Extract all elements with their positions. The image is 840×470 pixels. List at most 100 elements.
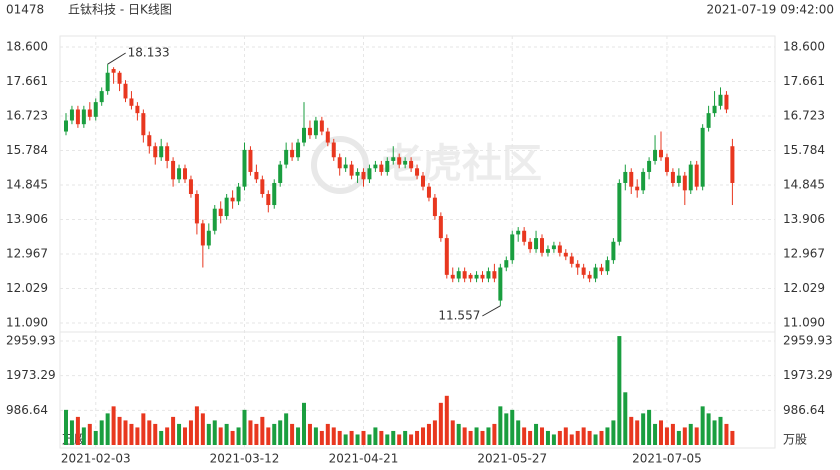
candle-body — [605, 260, 610, 272]
x-tick-label: 2021-05-27 — [477, 452, 547, 466]
candle-body — [194, 194, 199, 224]
candle-body — [462, 271, 467, 279]
candle-body — [528, 241, 533, 250]
volume-bar — [545, 430, 550, 445]
candle-body — [200, 223, 205, 246]
candle-body — [450, 274, 455, 279]
volume-bar — [563, 427, 568, 445]
volume-bar — [724, 423, 729, 445]
x-tick-label: 2021-04-21 — [329, 452, 399, 466]
candle-body — [694, 164, 699, 187]
volume-bar — [343, 434, 348, 445]
candle-body — [623, 171, 628, 183]
volume-bar — [129, 423, 134, 445]
volume-bar — [534, 423, 539, 445]
y-tick-label: 13.906 — [6, 212, 48, 226]
volume-bar — [581, 427, 586, 445]
volume-bar — [522, 427, 527, 445]
volume-bar — [379, 430, 384, 445]
volume-bar — [421, 427, 425, 445]
candle-body — [385, 160, 390, 172]
max-annotation: 18.133 — [128, 46, 170, 60]
candle-body — [700, 127, 705, 187]
volume-bar — [718, 416, 723, 445]
candle-body — [165, 146, 170, 161]
volume-bar — [230, 430, 235, 445]
candle-body — [587, 274, 592, 279]
candle-body — [75, 109, 80, 125]
candle-body — [534, 238, 539, 250]
volume-bar — [236, 427, 241, 445]
volume-bar — [575, 430, 580, 445]
candle-body — [492, 271, 497, 279]
candle-body — [629, 171, 634, 187]
candle-body — [278, 164, 283, 183]
y-tick-label: 2959.93 — [783, 334, 833, 348]
volume-bar — [456, 423, 461, 445]
volume-bar — [647, 409, 652, 445]
candle-body — [480, 274, 485, 279]
candle-body — [153, 146, 158, 158]
volume-bar — [177, 423, 182, 445]
candle-body — [438, 216, 443, 239]
candle-body — [391, 157, 396, 161]
candle-body — [355, 171, 360, 176]
volume-unit: 万股 — [62, 433, 86, 447]
volume-bar — [641, 413, 646, 445]
candle-body — [272, 182, 277, 206]
volume-bar — [373, 427, 378, 445]
volume-bar — [183, 427, 187, 445]
candle-body — [635, 186, 640, 191]
volume-bar — [385, 434, 390, 445]
candle-body — [284, 149, 289, 165]
volume-bar — [302, 402, 306, 445]
volume-bar — [516, 420, 521, 445]
volume-bar — [296, 427, 301, 445]
candle-body — [147, 135, 152, 147]
volume-bar — [551, 434, 556, 445]
volume-bar — [540, 427, 544, 445]
candle-body — [456, 271, 461, 279]
volume-bar — [403, 430, 408, 445]
candle-body — [260, 179, 265, 195]
volume-bar — [659, 420, 663, 445]
candle-body — [337, 157, 342, 169]
volume-bar — [611, 420, 616, 445]
volume-bar — [688, 423, 693, 445]
y-tick-label: 986.64 — [783, 403, 825, 417]
watermark-logo — [311, 136, 369, 194]
candle-body — [159, 146, 164, 158]
candle-body — [670, 171, 675, 183]
volume-bar — [730, 430, 735, 445]
candle-body — [236, 186, 241, 202]
y-tick-label: 16.723 — [783, 108, 825, 122]
candle-body — [486, 271, 491, 279]
candle-body — [64, 120, 68, 132]
candle-body — [224, 197, 229, 217]
candle-body — [664, 157, 669, 172]
candle-body — [468, 274, 473, 279]
volume-bar — [510, 409, 515, 445]
volume-bar — [290, 423, 295, 445]
volume-bar — [81, 427, 86, 445]
volume-bar — [391, 430, 396, 445]
volume-bar — [224, 423, 229, 445]
candle-body — [647, 160, 652, 172]
volume-panel — [59, 331, 776, 449]
candle-body — [504, 260, 509, 268]
y-tick-label: 986.64 — [6, 403, 48, 417]
volume-bar — [480, 430, 485, 445]
volume-bar — [474, 427, 479, 445]
candle-body — [641, 171, 646, 191]
volume-bar — [165, 427, 170, 445]
volume-bar — [212, 420, 217, 445]
candle-body — [581, 267, 586, 275]
volume-bar — [87, 423, 92, 445]
volume-bar — [569, 434, 574, 445]
volume-bar — [69, 420, 74, 445]
y-tick-label: 15.784 — [6, 143, 48, 157]
candle-body — [540, 238, 544, 253]
volume-bar — [194, 406, 199, 445]
volume-bar — [248, 420, 253, 445]
